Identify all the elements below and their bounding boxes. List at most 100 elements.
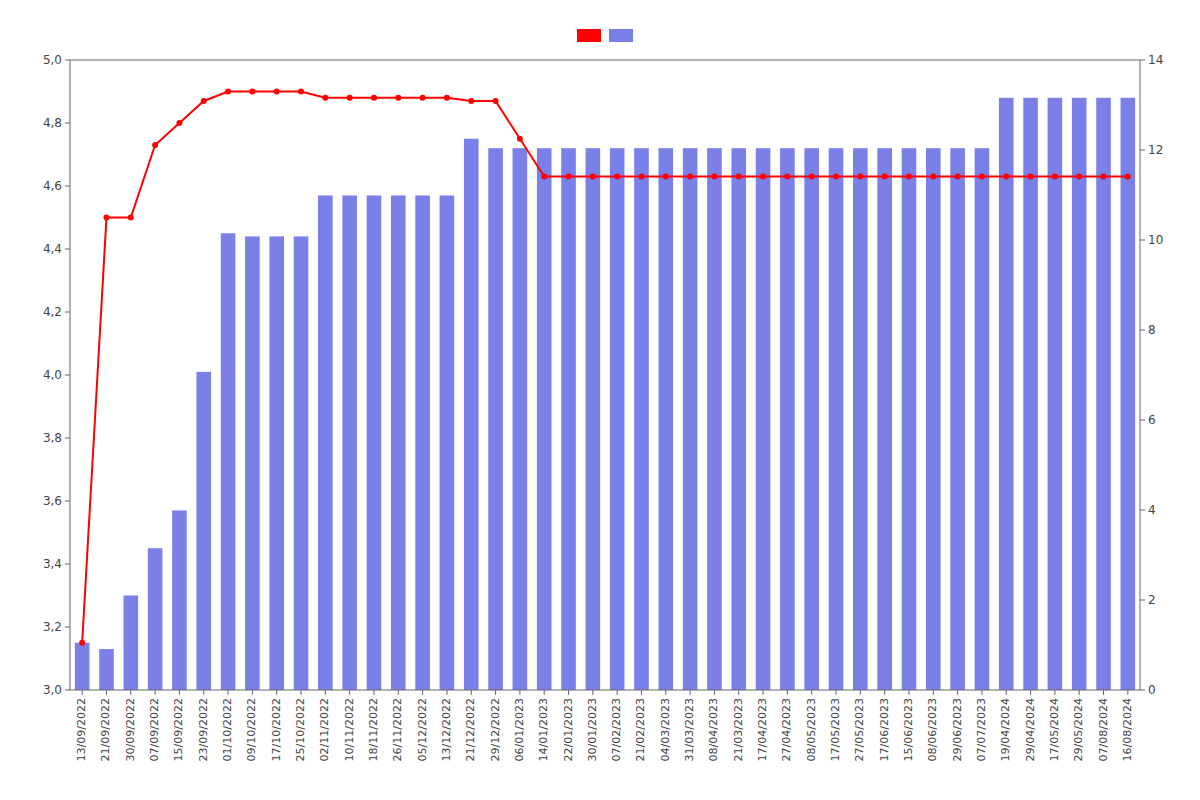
x-tick-label: 21/09/2022 <box>99 698 112 761</box>
x-tick-label: 06/01/2023 <box>513 698 526 761</box>
bar <box>415 195 430 690</box>
bar <box>926 148 941 690</box>
line-marker <box>274 89 280 95</box>
x-tick <box>544 690 545 695</box>
bar <box>221 233 236 690</box>
x-tick <box>203 690 204 695</box>
bar <box>634 148 649 690</box>
x-tick-label: 21/02/2023 <box>634 698 647 761</box>
bar <box>1096 98 1111 690</box>
y2-tick-label: 14 <box>1148 53 1163 67</box>
x-tick <box>301 690 302 695</box>
line-marker <box>882 174 888 180</box>
x-axis: 13/09/202221/09/202230/09/202207/09/2022… <box>75 690 1134 761</box>
bar <box>99 649 114 690</box>
x-tick <box>811 690 812 695</box>
line-marker <box>736 174 742 180</box>
line-marker <box>833 174 839 180</box>
y-tick-label: 5,0 <box>43 53 62 67</box>
y-tick-label: 3,0 <box>43 683 62 697</box>
bar-series <box>75 98 1135 690</box>
line-marker <box>1125 174 1131 180</box>
bar <box>804 148 819 690</box>
line-marker <box>711 174 717 180</box>
bar <box>537 148 552 690</box>
y-axis: 3,03,23,43,63,84,04,24,44,64,85,0 <box>43 53 70 697</box>
x-tick <box>325 690 326 695</box>
line-marker <box>857 174 863 180</box>
x-tick-label: 15/09/2022 <box>172 698 185 761</box>
chart: 3,03,23,43,63,84,04,24,44,64,85,00246810… <box>0 0 1200 800</box>
y2-tick-label: 6 <box>1148 413 1156 427</box>
page: {"chart_data": {"type": "bar", "categori… <box>0 0 1200 800</box>
x-tick-label: 29/04/2024 <box>1024 698 1037 761</box>
x-tick <box>641 690 642 695</box>
line-marker <box>541 174 547 180</box>
bar <box>902 148 917 690</box>
y2-tick <box>1140 420 1145 421</box>
y-tick <box>65 249 70 250</box>
bar <box>950 148 965 690</box>
x-tick-label: 01/10/2022 <box>221 698 234 761</box>
line-marker <box>1028 174 1034 180</box>
bar <box>1048 98 1063 690</box>
bar <box>269 236 284 690</box>
x-tick-label: 08/05/2023 <box>805 698 818 761</box>
x-tick <box>106 690 107 695</box>
line-marker <box>1101 174 1107 180</box>
bar <box>780 148 795 690</box>
line-marker <box>298 89 304 95</box>
line-marker <box>176 120 182 126</box>
line-marker <box>493 98 499 104</box>
line-marker <box>687 174 693 180</box>
line-marker <box>420 95 426 101</box>
x-tick-label: 07/07/2023 <box>975 698 988 761</box>
bar <box>148 548 163 690</box>
line-marker <box>1052 174 1058 180</box>
line-marker <box>663 174 669 180</box>
bar <box>731 148 746 690</box>
x-tick <box>228 690 229 695</box>
y-tick-label: 4,0 <box>43 368 62 382</box>
line-marker <box>809 174 815 180</box>
line-marker <box>444 95 450 101</box>
x-tick-label: 17/04/2023 <box>756 698 769 761</box>
y2-tick <box>1140 690 1145 691</box>
x-tick <box>690 690 691 695</box>
y2-tick-label: 2 <box>1148 593 1156 607</box>
bar <box>756 148 771 690</box>
x-tick-label: 21/12/2022 <box>464 698 477 761</box>
bar <box>853 148 868 690</box>
plot-area <box>75 89 1135 691</box>
line-marker <box>152 142 158 148</box>
bar <box>294 236 309 690</box>
line-marker <box>225 89 231 95</box>
line-marker <box>468 98 474 104</box>
x-tick <box>1030 690 1031 695</box>
x-tick-label: 13/12/2022 <box>440 698 453 761</box>
x-tick <box>1006 690 1007 695</box>
legend-swatch <box>577 29 601 42</box>
y2-tick <box>1140 240 1145 241</box>
line-marker <box>1076 174 1082 180</box>
x-tick-label: 15/06/2023 <box>902 698 915 761</box>
x-tick <box>763 690 764 695</box>
x-tick-label: 29/05/2024 <box>1072 698 1085 761</box>
x-tick-label: 25/10/2022 <box>294 698 307 761</box>
line-marker <box>249 89 255 95</box>
line-marker <box>930 174 936 180</box>
bar <box>1023 98 1038 690</box>
bar <box>877 148 892 690</box>
legend-swatch <box>609 29 633 42</box>
bar <box>683 148 698 690</box>
line-marker <box>517 136 523 142</box>
x-tick-label: 21/03/2023 <box>732 698 745 761</box>
line-marker <box>1003 174 1009 180</box>
x-tick-label: 27/04/2023 <box>780 698 793 761</box>
x-tick-label: 31/03/2023 <box>683 698 696 761</box>
y-tick-label: 3,6 <box>43 494 62 508</box>
x-tick-label: 17/05/2023 <box>829 698 842 761</box>
x-tick-label: 23/09/2022 <box>197 698 210 761</box>
x-tick-label: 17/05/2024 <box>1048 698 1061 761</box>
y-tick <box>65 186 70 187</box>
